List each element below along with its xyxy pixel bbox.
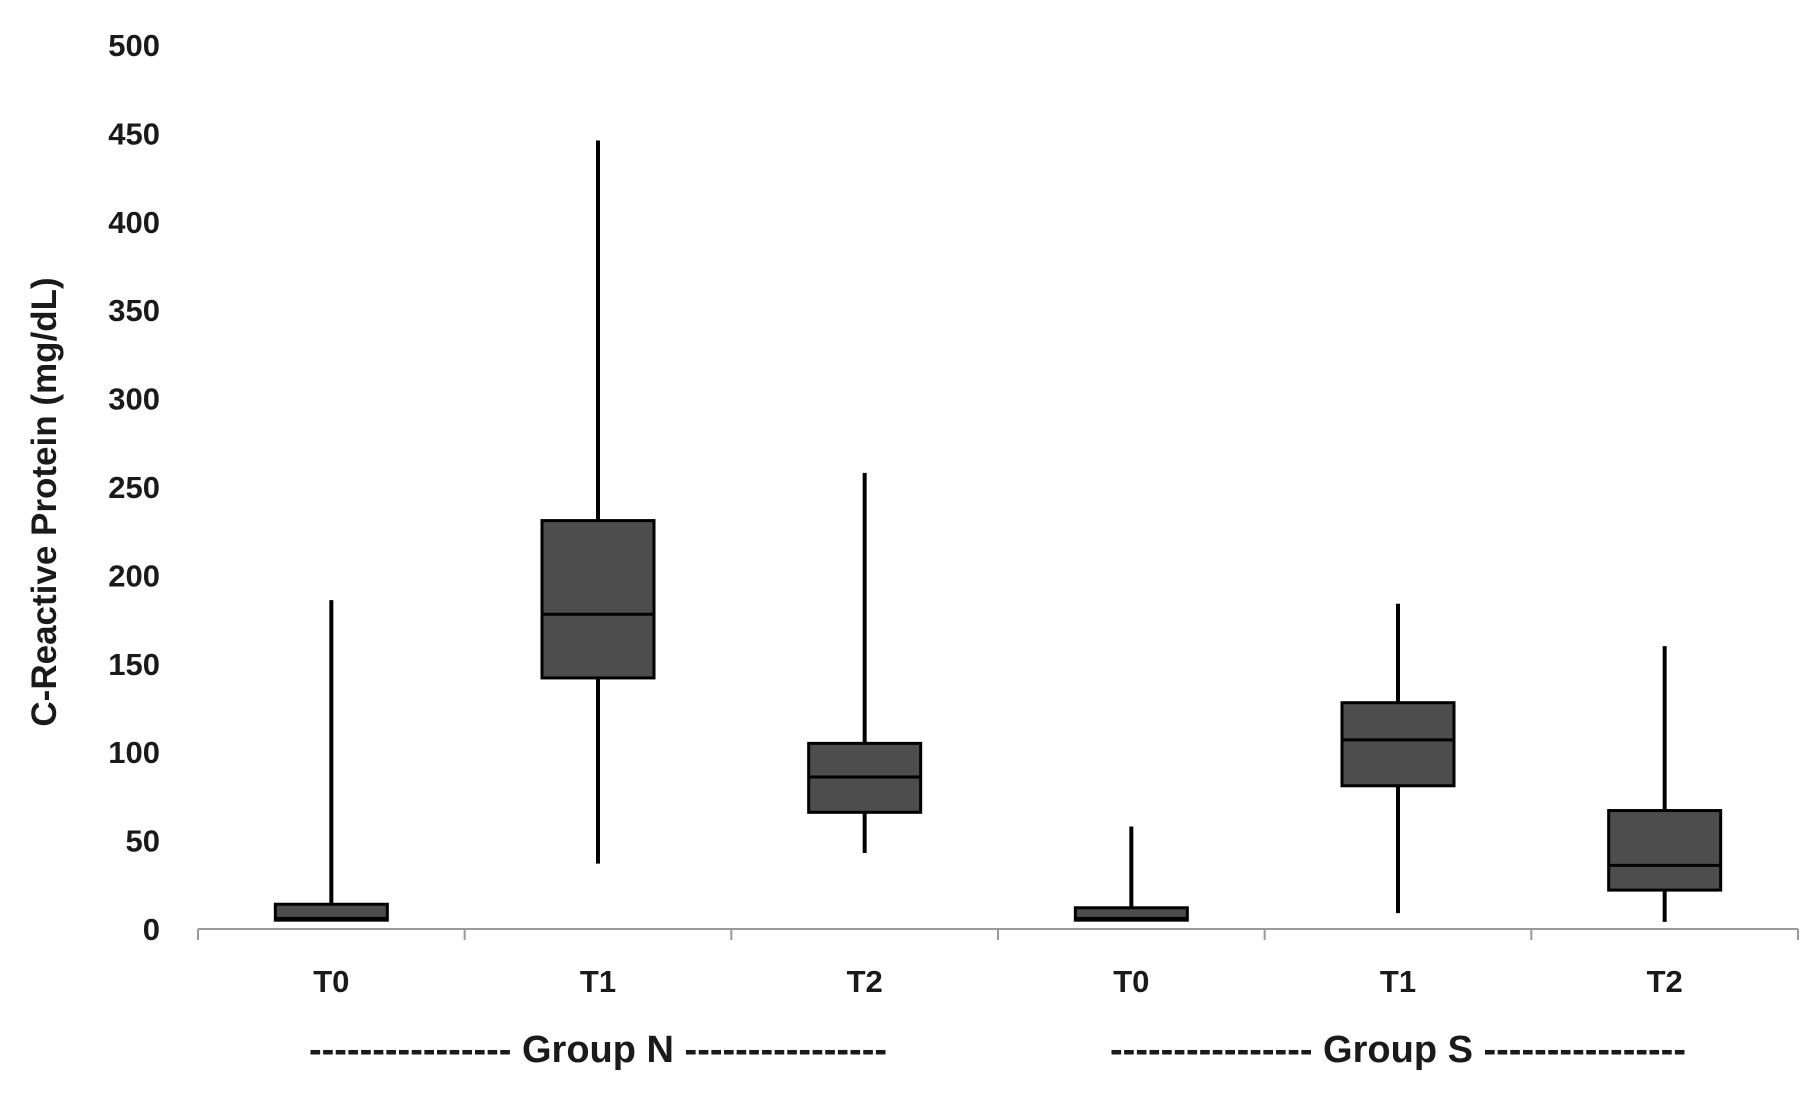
y-tick-label: 200 — [108, 558, 160, 593]
y-tick-label: 300 — [108, 382, 160, 417]
y-axis-title: C-Reactive Protein (mg/dL) — [25, 277, 64, 726]
boxes — [273, 140, 1723, 922]
x-category-label: T1 — [1380, 964, 1416, 999]
box-group-s-t1 — [1340, 603, 1456, 914]
box-group-n-t2 — [807, 472, 923, 853]
y-tick-label: 0 — [143, 912, 160, 947]
group-labels: ---------------- Group N ---------------… — [309, 1029, 1686, 1071]
y-tick-label: 50 — [126, 824, 160, 859]
iqr-box — [1340, 701, 1456, 788]
iqr-box — [1607, 809, 1723, 892]
iqr-box — [273, 902, 389, 922]
x-category-label: T0 — [313, 964, 349, 999]
y-tick-label: 400 — [108, 205, 160, 240]
box-group-s-t0 — [1073, 826, 1189, 922]
box-group-n-t1 — [540, 140, 656, 864]
y-tick-label: 350 — [108, 293, 160, 328]
y-axis-ticks: 0 50 100 150 200 250 300 350 400 450 500 — [108, 28, 160, 947]
box-group-s-t2 — [1607, 646, 1723, 922]
x-axis-category-labels: T0 T1 T2 T0 T1 T2 — [313, 964, 1683, 999]
group-label: ---------------- Group S ---------------… — [1110, 1029, 1686, 1071]
x-category-label: T2 — [1647, 964, 1683, 999]
box-group-n-t0 — [273, 600, 389, 922]
y-tick-label: 500 — [108, 28, 160, 63]
y-tick-label: 250 — [108, 470, 160, 505]
x-category-label: T1 — [580, 964, 616, 999]
x-axis-tick-marks — [197, 929, 1799, 940]
group-label: ---------------- Group N ---------------… — [309, 1029, 887, 1071]
y-tick-label: 450 — [108, 116, 160, 151]
y-tick-label: 100 — [108, 735, 160, 770]
iqr-box — [540, 519, 656, 680]
x-category-label: T2 — [847, 964, 883, 999]
y-tick-label: 150 — [108, 647, 160, 682]
x-category-label: T0 — [1113, 964, 1149, 999]
